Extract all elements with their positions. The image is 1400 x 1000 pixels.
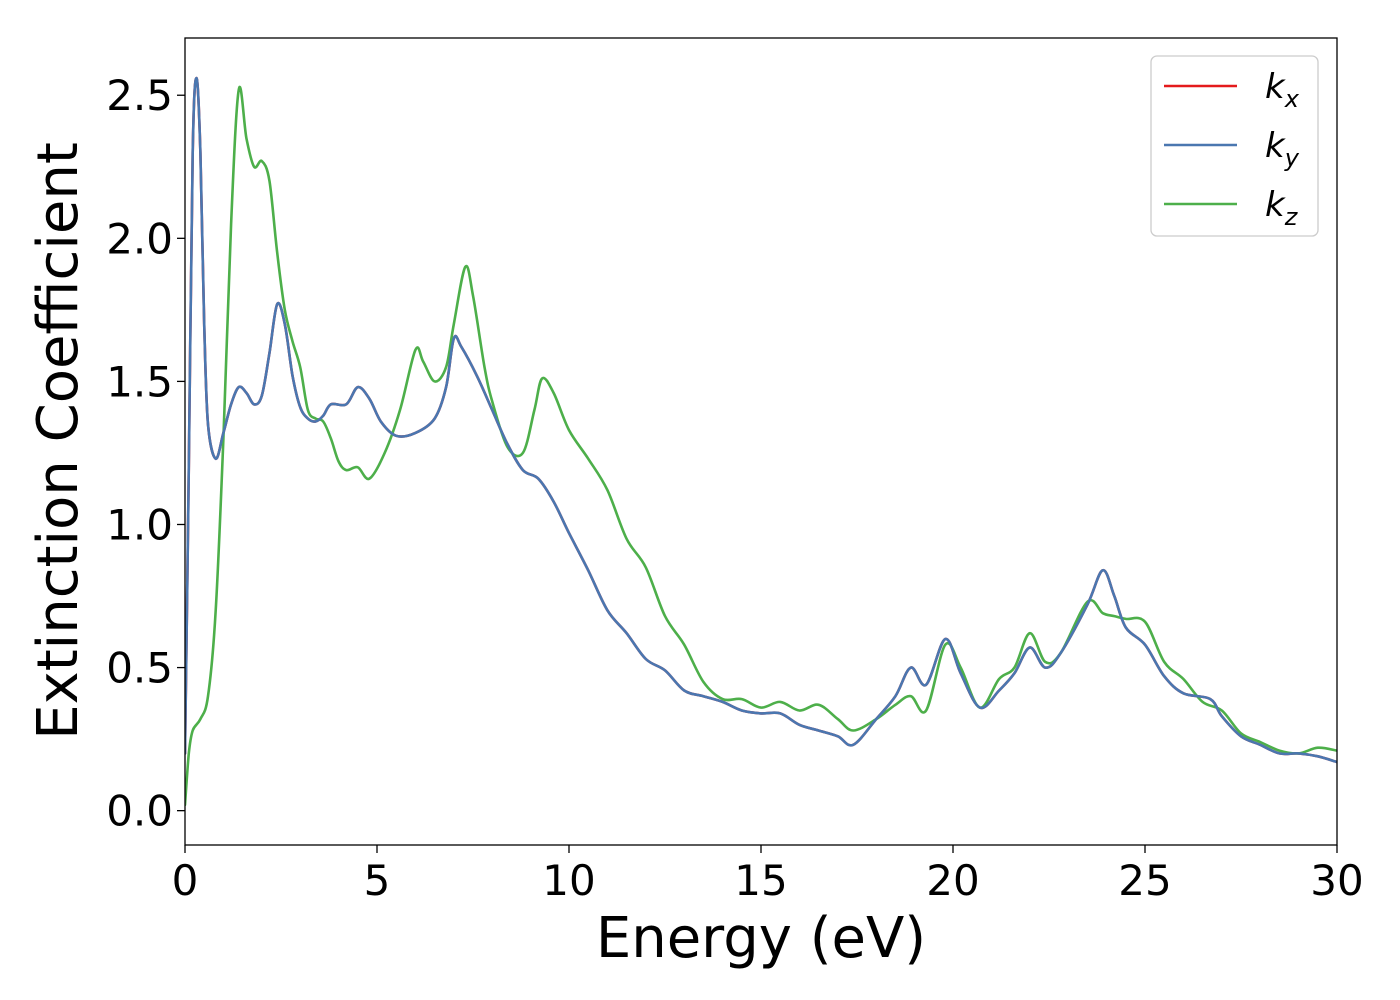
x-axis: 0 5 10 15 20 25 30 [172, 845, 1364, 905]
legend-label-subscript: y [1284, 144, 1300, 172]
legend-label-subscript: x [1284, 85, 1300, 113]
series-line-ky [185, 76, 1337, 764]
y-tick-label: 1.0 [106, 500, 173, 549]
x-tick-label: 5 [364, 856, 391, 905]
y-tick-label: 2.0 [106, 214, 173, 263]
y-tick-label: 0.0 [106, 787, 173, 836]
x-tick-label: 20 [926, 856, 979, 905]
x-axis-label: Energy (eV) [596, 906, 926, 971]
series-layer [185, 76, 1337, 807]
legend-label-base: k [1265, 126, 1286, 166]
x-tick-label: 0 [172, 856, 199, 905]
y-tick-label: 2.5 [106, 71, 173, 120]
legend-label-subscript: z [1284, 203, 1299, 231]
legend-label-base: k [1265, 67, 1286, 107]
legend-label-base: k [1265, 185, 1286, 225]
y-tick-label: 1.5 [106, 357, 173, 406]
x-tick-label: 25 [1118, 856, 1171, 905]
legend-label-kx: kx [1265, 67, 1300, 113]
series-line-kz [185, 85, 1337, 807]
x-tick-label: 30 [1310, 856, 1363, 905]
y-axis: 0.0 0.5 1.0 1.5 2.0 2.5 [106, 71, 185, 836]
x-tick-label: 10 [542, 856, 595, 905]
x-tick-label: 15 [734, 856, 787, 905]
legend-label-ky: ky [1265, 126, 1300, 172]
legend-label-kz: kz [1265, 185, 1299, 231]
y-axis-label: Extinction Coefficient [26, 142, 91, 740]
y-tick-label: 0.5 [106, 644, 173, 693]
